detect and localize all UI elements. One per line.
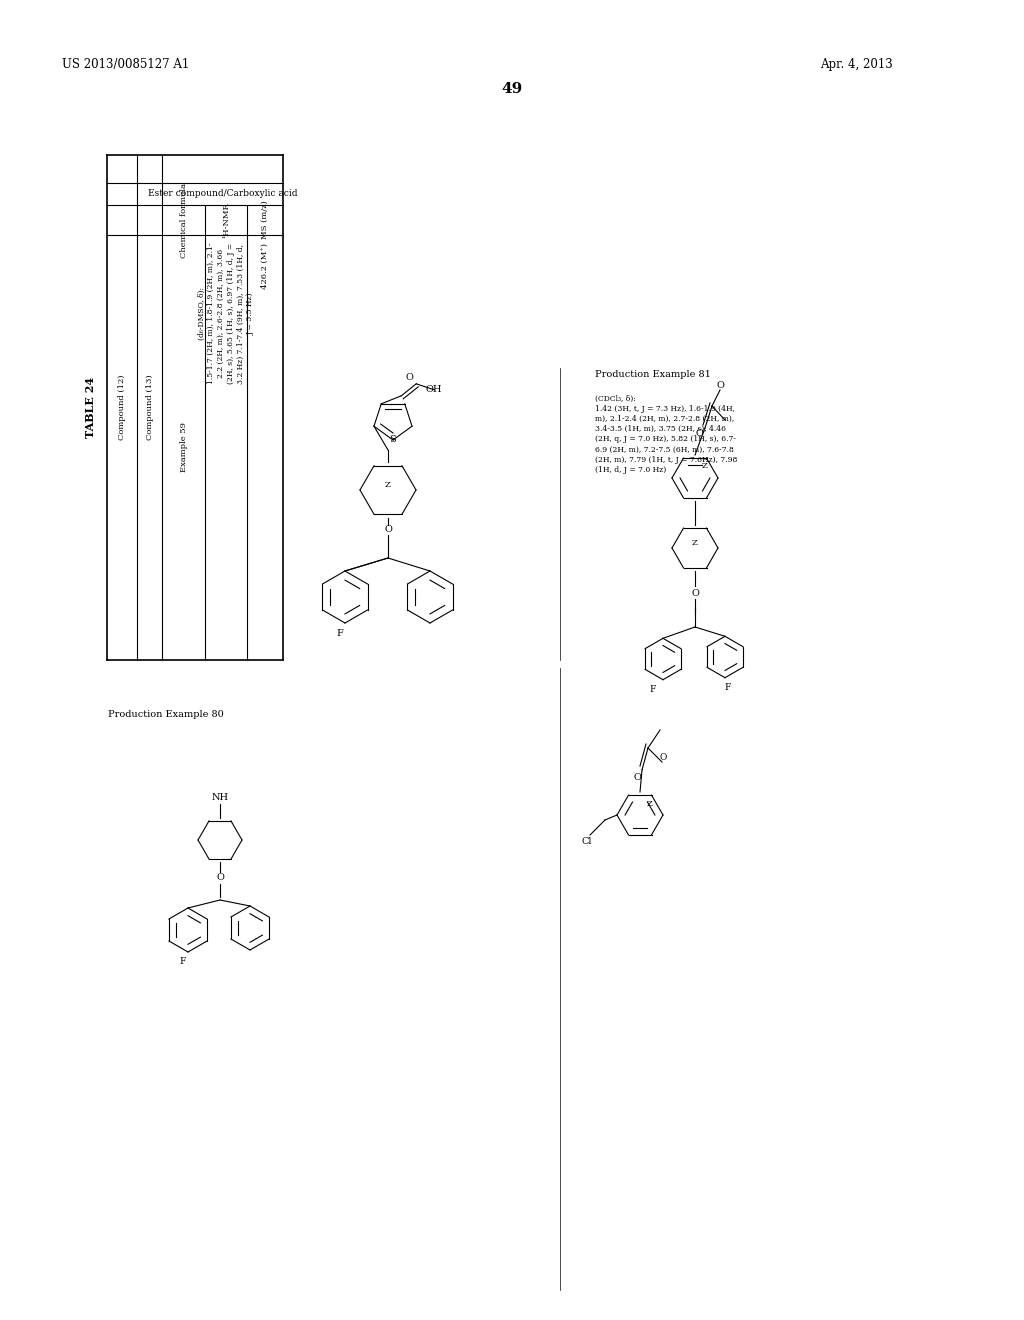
Text: Production Example 81: Production Example 81 bbox=[595, 370, 711, 379]
Text: O: O bbox=[695, 429, 702, 438]
Text: Cl: Cl bbox=[582, 837, 592, 846]
Text: F: F bbox=[725, 684, 731, 692]
Text: US 2013/0085127 A1: US 2013/0085127 A1 bbox=[62, 58, 189, 71]
Text: O: O bbox=[633, 774, 641, 783]
Text: (d₆-DMSO, δ):
1.5-1.7 (2H, m), 1.8-1.9 (2H, m), 2.1-
2.2 (2H, m), 2.6-2.8 (2H, m: (d₆-DMSO, δ): 1.5-1.7 (2H, m), 1.8-1.9 (… bbox=[198, 243, 255, 384]
Text: O: O bbox=[406, 374, 413, 383]
Text: F: F bbox=[180, 957, 186, 966]
Text: Compound (13): Compound (13) bbox=[145, 375, 154, 441]
Text: (CDCl₃, δ):
1.42 (3H, t, J = 7.3 Hz), 1.6-1.9 (4H,
m), 2.1-2.4 (2H, m), 2.7-2.8 : (CDCl₃, δ): 1.42 (3H, t, J = 7.3 Hz), 1.… bbox=[595, 395, 737, 474]
Text: ¹H-NMR: ¹H-NMR bbox=[222, 202, 230, 238]
Text: Z: Z bbox=[646, 800, 652, 808]
Text: O: O bbox=[716, 380, 724, 389]
Text: MS (m/z): MS (m/z) bbox=[261, 201, 269, 239]
Text: Apr. 4, 2013: Apr. 4, 2013 bbox=[820, 58, 893, 71]
Text: 49: 49 bbox=[502, 82, 522, 96]
Text: O: O bbox=[216, 874, 224, 883]
Text: Ester compound/Carboxylic acid: Ester compound/Carboxylic acid bbox=[147, 190, 297, 198]
Text: OH: OH bbox=[426, 385, 442, 395]
Text: O: O bbox=[659, 754, 667, 763]
Text: Z: Z bbox=[385, 480, 391, 488]
Text: Z: Z bbox=[692, 539, 698, 546]
Text: Chemical formula: Chemical formula bbox=[179, 182, 187, 257]
Text: NH: NH bbox=[211, 793, 228, 803]
Text: Example 59: Example 59 bbox=[179, 422, 187, 473]
Text: 426.2 (M⁺): 426.2 (M⁺) bbox=[261, 243, 269, 289]
Text: Z: Z bbox=[701, 462, 708, 470]
Text: S: S bbox=[389, 434, 396, 444]
Text: TABLE 24: TABLE 24 bbox=[85, 378, 95, 438]
Text: F: F bbox=[650, 685, 656, 694]
Text: Compound (12): Compound (12) bbox=[118, 375, 126, 441]
Text: O: O bbox=[691, 590, 699, 598]
Text: Production Example 80: Production Example 80 bbox=[108, 710, 224, 719]
Text: O: O bbox=[384, 525, 392, 535]
Text: F: F bbox=[337, 628, 343, 638]
